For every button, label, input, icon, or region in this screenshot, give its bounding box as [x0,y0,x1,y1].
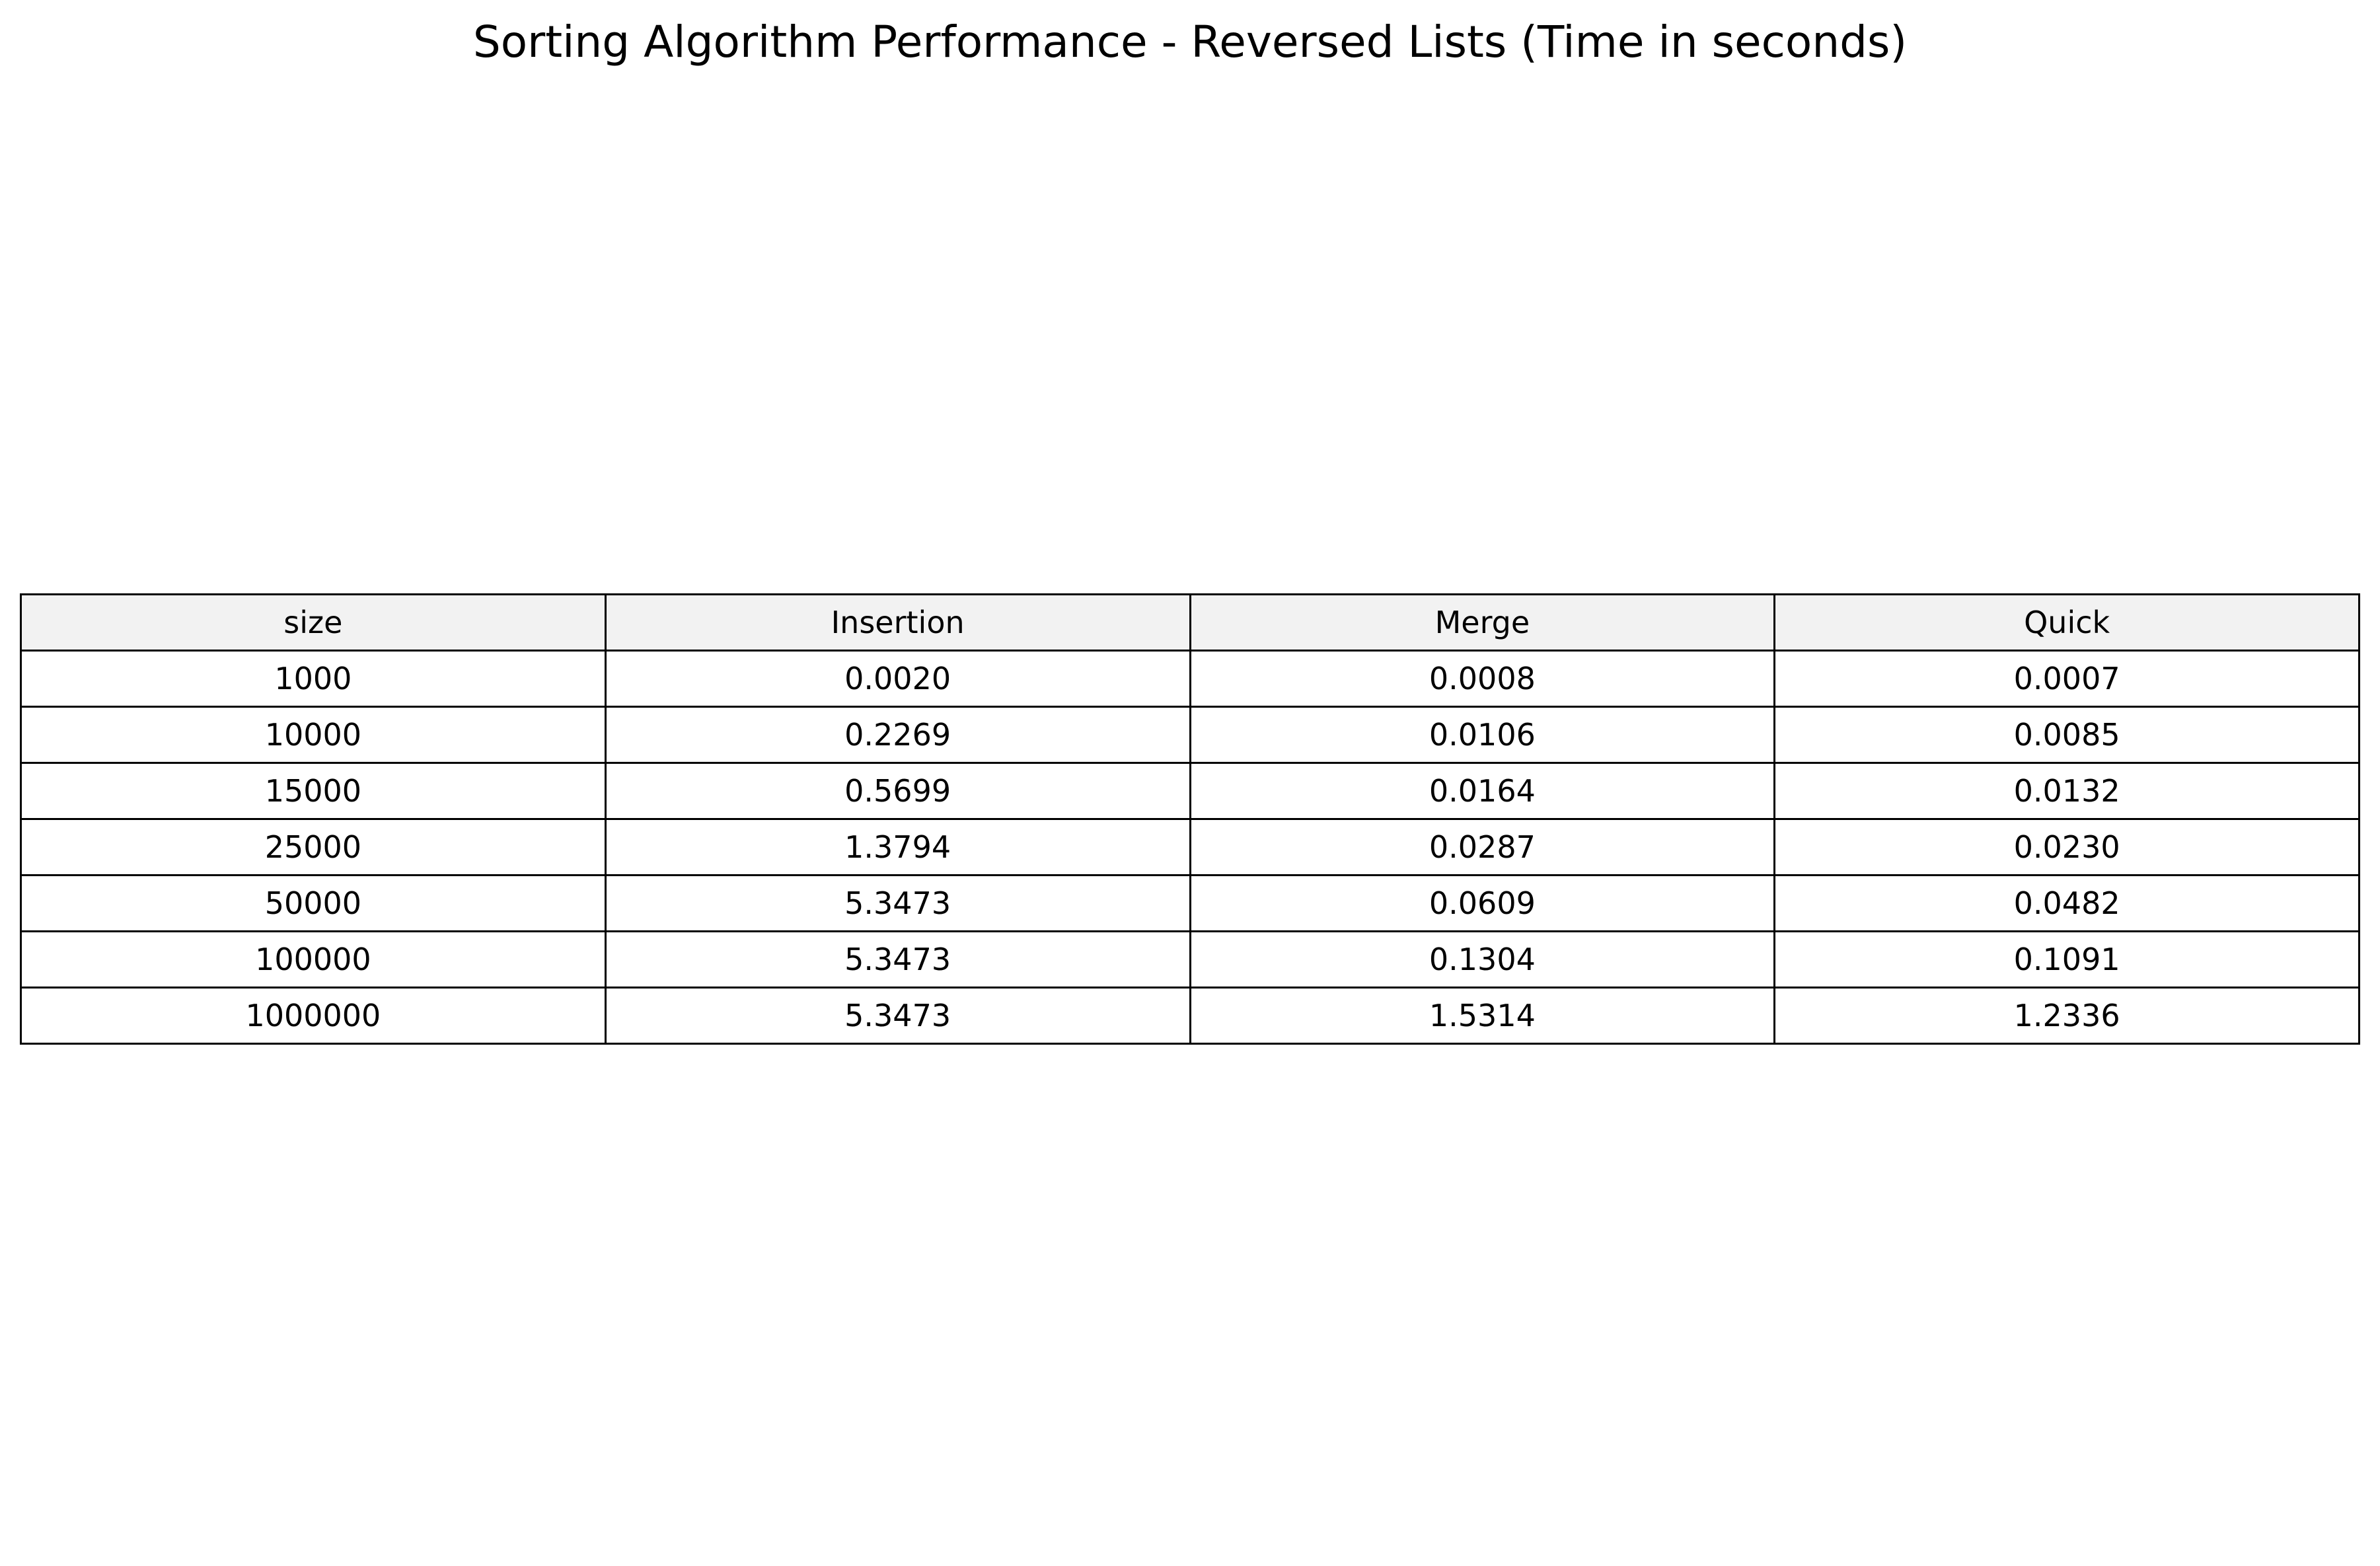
cell-merge: 0.0164 [1189,762,1776,820]
header-row: size Insertion Merge Quick [20,593,2360,652]
cell-quick: 0.0085 [1773,706,2360,764]
table-row: 100000 5.3473 0.1304 0.1091 [20,930,2360,988]
cell-insertion: 1.3794 [604,818,1191,876]
cell-insertion: 0.5699 [604,762,1191,820]
header-cell-insertion: Insertion [604,593,1191,652]
cell-size: 1000 [20,650,607,708]
header-cell-quick: Quick [1773,593,2360,652]
cell-size: 25000 [20,818,607,876]
table-row: 15000 0.5699 0.0164 0.0132 [20,762,2360,820]
chart-title: Sorting Algorithm Performance - Reversed… [472,17,1908,67]
cell-insertion: 5.3473 [604,987,1191,1045]
table-row: 25000 1.3794 0.0287 0.0230 [20,818,2360,876]
cell-insertion: 5.3473 [604,874,1191,932]
cell-merge: 0.0609 [1189,874,1776,932]
header-cell-merge: Merge [1189,593,1776,652]
cell-quick: 0.0007 [1773,650,2360,708]
table-body: 1000 0.0020 0.0008 0.0007 10000 0.2269 0… [20,650,2360,1045]
cell-merge: 0.0287 [1189,818,1776,876]
cell-size: 100000 [20,930,607,988]
cell-insertion: 0.2269 [604,706,1191,764]
performance-table: size Insertion Merge Quick 1000 0.0020 0… [20,593,2360,1045]
table-row: 1000000 5.3473 1.5314 1.2336 [20,987,2360,1045]
cell-merge: 0.0106 [1189,706,1776,764]
table-row: 50000 5.3473 0.0609 0.0482 [20,874,2360,932]
cell-quick: 0.0482 [1773,874,2360,932]
cell-quick: 0.0230 [1773,818,2360,876]
cell-merge: 1.5314 [1189,987,1776,1045]
table-row: 1000 0.0020 0.0008 0.0007 [20,650,2360,708]
cell-size: 50000 [20,874,607,932]
cell-size: 10000 [20,706,607,764]
cell-merge: 0.0008 [1189,650,1776,708]
cell-quick: 0.0132 [1773,762,2360,820]
cell-quick: 0.1091 [1773,930,2360,988]
cell-insertion: 0.0020 [604,650,1191,708]
table-container: size Insertion Merge Quick 1000 0.0020 0… [20,593,2360,1045]
cell-size: 15000 [20,762,607,820]
table-header: size Insertion Merge Quick [20,593,2360,652]
cell-insertion: 5.3473 [604,930,1191,988]
table-row: 10000 0.2269 0.0106 0.0085 [20,706,2360,764]
cell-size: 1000000 [20,987,607,1045]
cell-merge: 0.1304 [1189,930,1776,988]
header-cell-size: size [20,593,607,652]
cell-quick: 1.2336 [1773,987,2360,1045]
